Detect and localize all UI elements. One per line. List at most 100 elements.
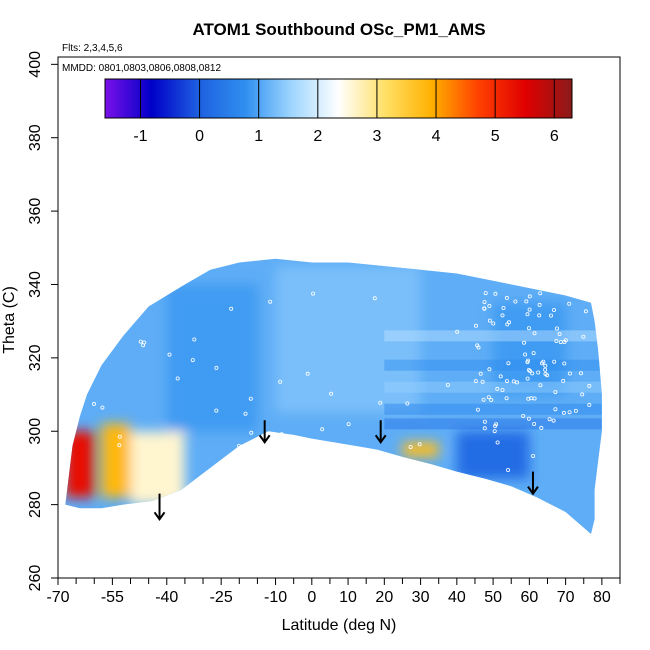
observation-point	[567, 410, 572, 415]
observation-point	[483, 291, 488, 296]
observation-point	[531, 351, 536, 356]
field-band	[384, 359, 602, 371]
flight-arrow	[258, 420, 271, 444]
colorbar-tick-label: 4	[432, 128, 441, 145]
x-tick-label: 30	[412, 589, 430, 606]
observation-point	[192, 337, 197, 342]
observation-point	[536, 370, 541, 375]
observation-point	[538, 291, 543, 296]
observation-point	[117, 434, 122, 439]
observation-point	[561, 410, 566, 415]
observation-point	[100, 405, 105, 410]
observation-point	[138, 339, 143, 344]
x-tick-label: -40	[155, 589, 178, 606]
observation-point	[473, 379, 478, 384]
observation-point	[555, 326, 560, 331]
y-tick-label: 300	[27, 418, 44, 445]
field-band	[384, 403, 602, 415]
x-tick-label: 50	[484, 589, 502, 606]
observation-point	[547, 417, 552, 422]
colorbar: -1 0 1 2 3 4 5 6	[104, 78, 573, 145]
observation-point	[567, 301, 572, 306]
colorbar-tick-label: 5	[491, 128, 500, 145]
flight-arrow	[153, 493, 166, 522]
colorbar-tick-label: -1	[133, 128, 147, 145]
x-tick-label: 60	[520, 589, 538, 606]
observation-point	[557, 331, 562, 336]
field-band	[384, 418, 602, 430]
observation-point	[249, 430, 254, 435]
observation-point	[575, 294, 580, 299]
observation-point	[475, 343, 480, 348]
observation-point	[504, 379, 509, 384]
observation-point	[346, 422, 351, 427]
observation-point	[527, 307, 532, 312]
observation-point	[504, 295, 509, 300]
x-tick-label: -10	[264, 589, 287, 606]
observation-point	[117, 443, 122, 448]
observation-point	[482, 306, 487, 311]
observation-point	[531, 453, 536, 458]
observation-point	[487, 367, 492, 372]
field-region	[65, 431, 95, 498]
observation-point	[482, 426, 487, 431]
observation-point	[417, 442, 422, 447]
observation-point	[524, 299, 529, 304]
observation-point	[543, 367, 548, 372]
observation-point	[573, 408, 578, 413]
observation-point	[478, 371, 483, 376]
observation-point	[530, 371, 535, 376]
observation-point	[525, 376, 530, 381]
observation-point	[549, 313, 554, 318]
observation-point	[492, 429, 497, 434]
observation-point	[408, 444, 413, 449]
observation-point	[553, 407, 558, 412]
colorbar-tick-label: 1	[254, 128, 263, 145]
observation-point	[297, 459, 302, 464]
x-tick-label: 40	[448, 589, 466, 606]
observation-point	[543, 363, 548, 368]
observation-point	[493, 423, 498, 428]
observation-point	[562, 361, 567, 366]
observation-point	[552, 359, 557, 364]
observation-point	[500, 313, 505, 318]
y-tick-label: 320	[27, 344, 44, 371]
observation-point	[92, 401, 97, 406]
y-tick-label: 340	[27, 271, 44, 298]
observation-point	[329, 391, 334, 396]
x-tick-label: 20	[375, 589, 393, 606]
y-axis: 260 280 300 320 340 360 380 400	[27, 51, 58, 591]
observation-point	[538, 383, 543, 388]
colorbar-tick-label: 0	[195, 128, 204, 145]
observation-point	[475, 407, 480, 412]
observation-point	[501, 305, 506, 310]
observation-point	[554, 338, 559, 343]
observation-point	[529, 396, 534, 401]
observation-point	[580, 392, 585, 397]
observation-point	[551, 418, 556, 423]
x-tick-label: -55	[101, 589, 124, 606]
observation-point	[214, 365, 219, 370]
x-axis: -70 -55 -40 -25 -10 0 10 20 30 40 50 60 70 80	[46, 578, 621, 606]
observation-points	[92, 291, 592, 474]
observation-point	[561, 378, 566, 383]
y-tick-label: 280	[27, 491, 44, 518]
plot-frame	[57, 56, 621, 579]
x-tick-label: -25	[210, 589, 233, 606]
colorbar-tick-label: 2	[313, 128, 322, 145]
observation-point	[500, 387, 505, 392]
dates-note: MMDD: 0801,0803,0806,0808,0812	[62, 63, 221, 74]
colorbar-tick-label: 3	[372, 128, 381, 145]
observation-point	[305, 371, 310, 376]
observation-point	[279, 432, 284, 437]
field-region	[166, 284, 258, 432]
observation-point	[272, 467, 277, 472]
observation-point	[405, 401, 410, 406]
colorbar-tick-label: 6	[550, 128, 559, 145]
observation-point	[489, 397, 494, 402]
observation-point	[522, 340, 527, 345]
observation-point	[537, 313, 542, 318]
observation-point	[455, 329, 460, 334]
observation-point	[495, 440, 500, 445]
observation-point	[506, 361, 511, 366]
